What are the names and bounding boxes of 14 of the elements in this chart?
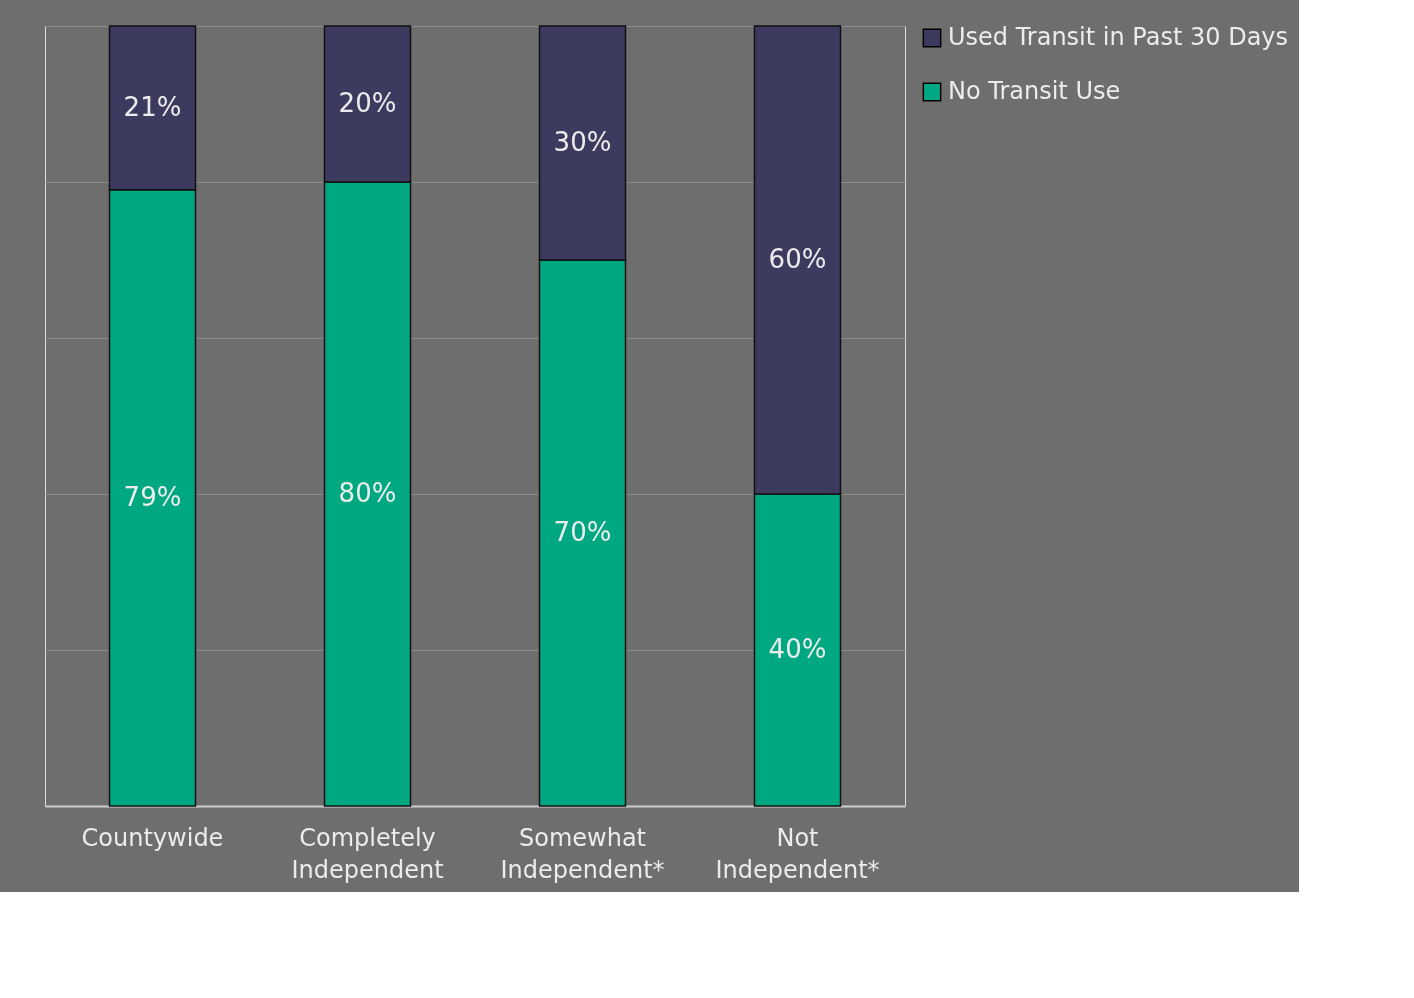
legend-label: No Transit Use xyxy=(948,77,1121,105)
data-label: 40% xyxy=(768,634,827,664)
data-label: 20% xyxy=(338,88,397,118)
data-label: 60% xyxy=(768,244,827,274)
x-tick-label: Somewhat Independent* xyxy=(500,823,665,884)
data-label: 79% xyxy=(123,481,182,512)
data-label: 30% xyxy=(553,127,612,157)
data-label: 70% xyxy=(553,517,612,547)
data-label: 80% xyxy=(338,478,397,508)
legend-label: Used Transit in Past 30 Days xyxy=(948,23,1289,51)
x-tick-label: Countywide xyxy=(81,823,224,852)
x-tick-label: Not Independent* xyxy=(715,823,880,884)
x-tick-label: Completely Independent xyxy=(291,823,444,884)
data-label: 21% xyxy=(123,91,182,122)
